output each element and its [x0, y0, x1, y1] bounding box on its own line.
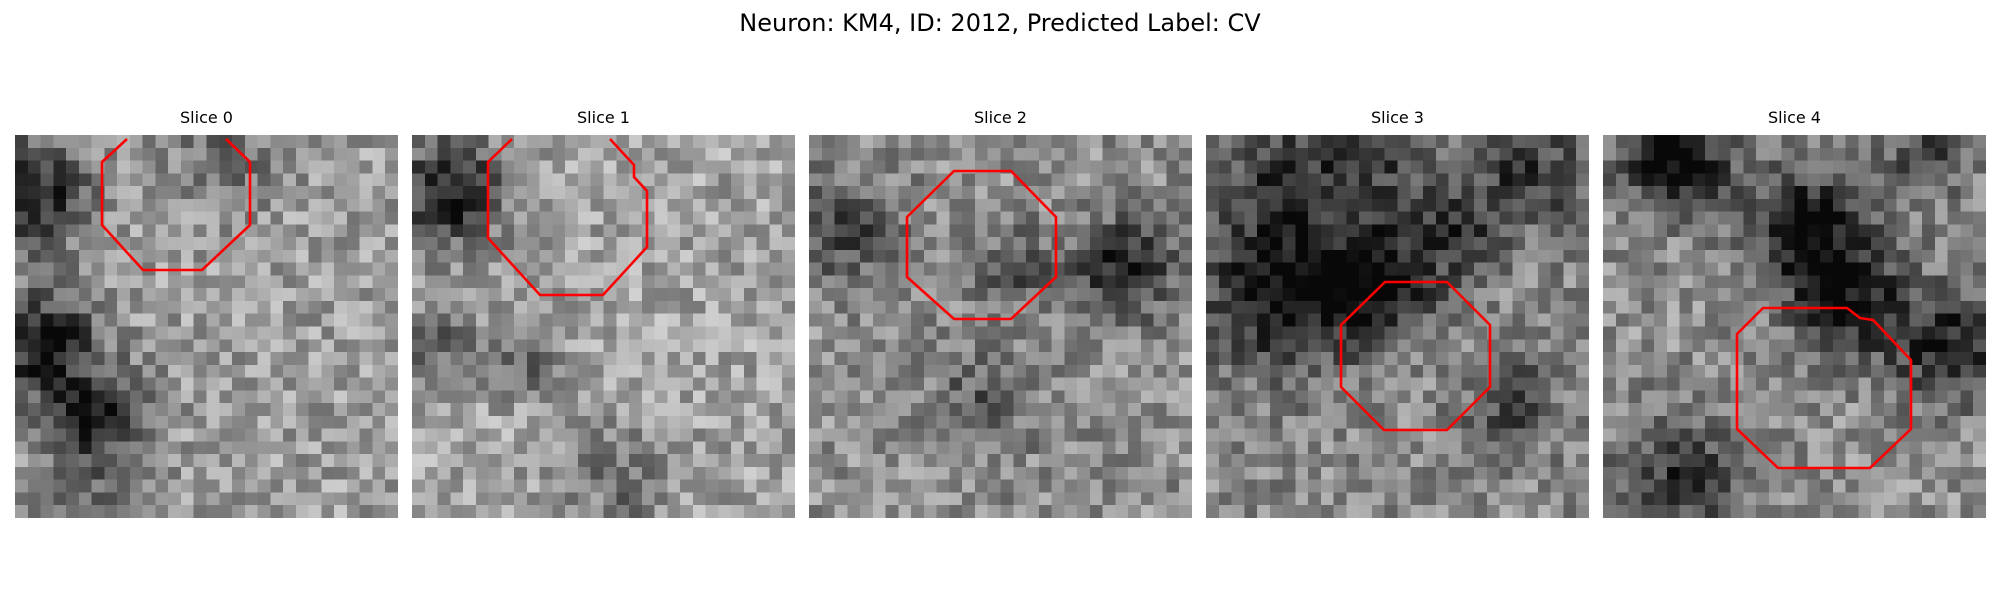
slice-title-1: Slice 1 [577, 108, 630, 127]
slice-image-2 [809, 135, 1192, 518]
slice-pixels [1603, 135, 1986, 518]
slice-panel-4: Slice 4 [1603, 108, 1986, 518]
slice-title-4: Slice 4 [1768, 108, 1821, 127]
roi-contour [905, 169, 1058, 321]
slice-pixels [1206, 135, 1589, 518]
roi-contour [100, 138, 252, 272]
slice-image-0 [15, 135, 398, 518]
slice-pixels [809, 135, 1192, 518]
slice-image-3 [1206, 135, 1589, 518]
slice-panel-1: Slice 1 [412, 108, 795, 518]
slice-panel-3: Slice 3 [1206, 108, 1589, 518]
figure-title: Neuron: KM4, ID: 2012, Predicted Label: … [739, 9, 1261, 37]
slice-pixels [15, 135, 398, 518]
roi-contour [1735, 306, 1913, 470]
roi-contour [486, 138, 649, 297]
roi-contour [1339, 280, 1492, 432]
slice-panel-2: Slice 2 [809, 108, 1192, 518]
slice-title-2: Slice 2 [974, 108, 1027, 127]
slice-image-1 [412, 135, 795, 518]
slice-panel-0: Slice 0 [15, 108, 398, 518]
slice-title-3: Slice 3 [1371, 108, 1424, 127]
slice-image-4 [1603, 135, 1986, 518]
slice-title-0: Slice 0 [180, 108, 233, 127]
slice-pixels [412, 135, 795, 518]
